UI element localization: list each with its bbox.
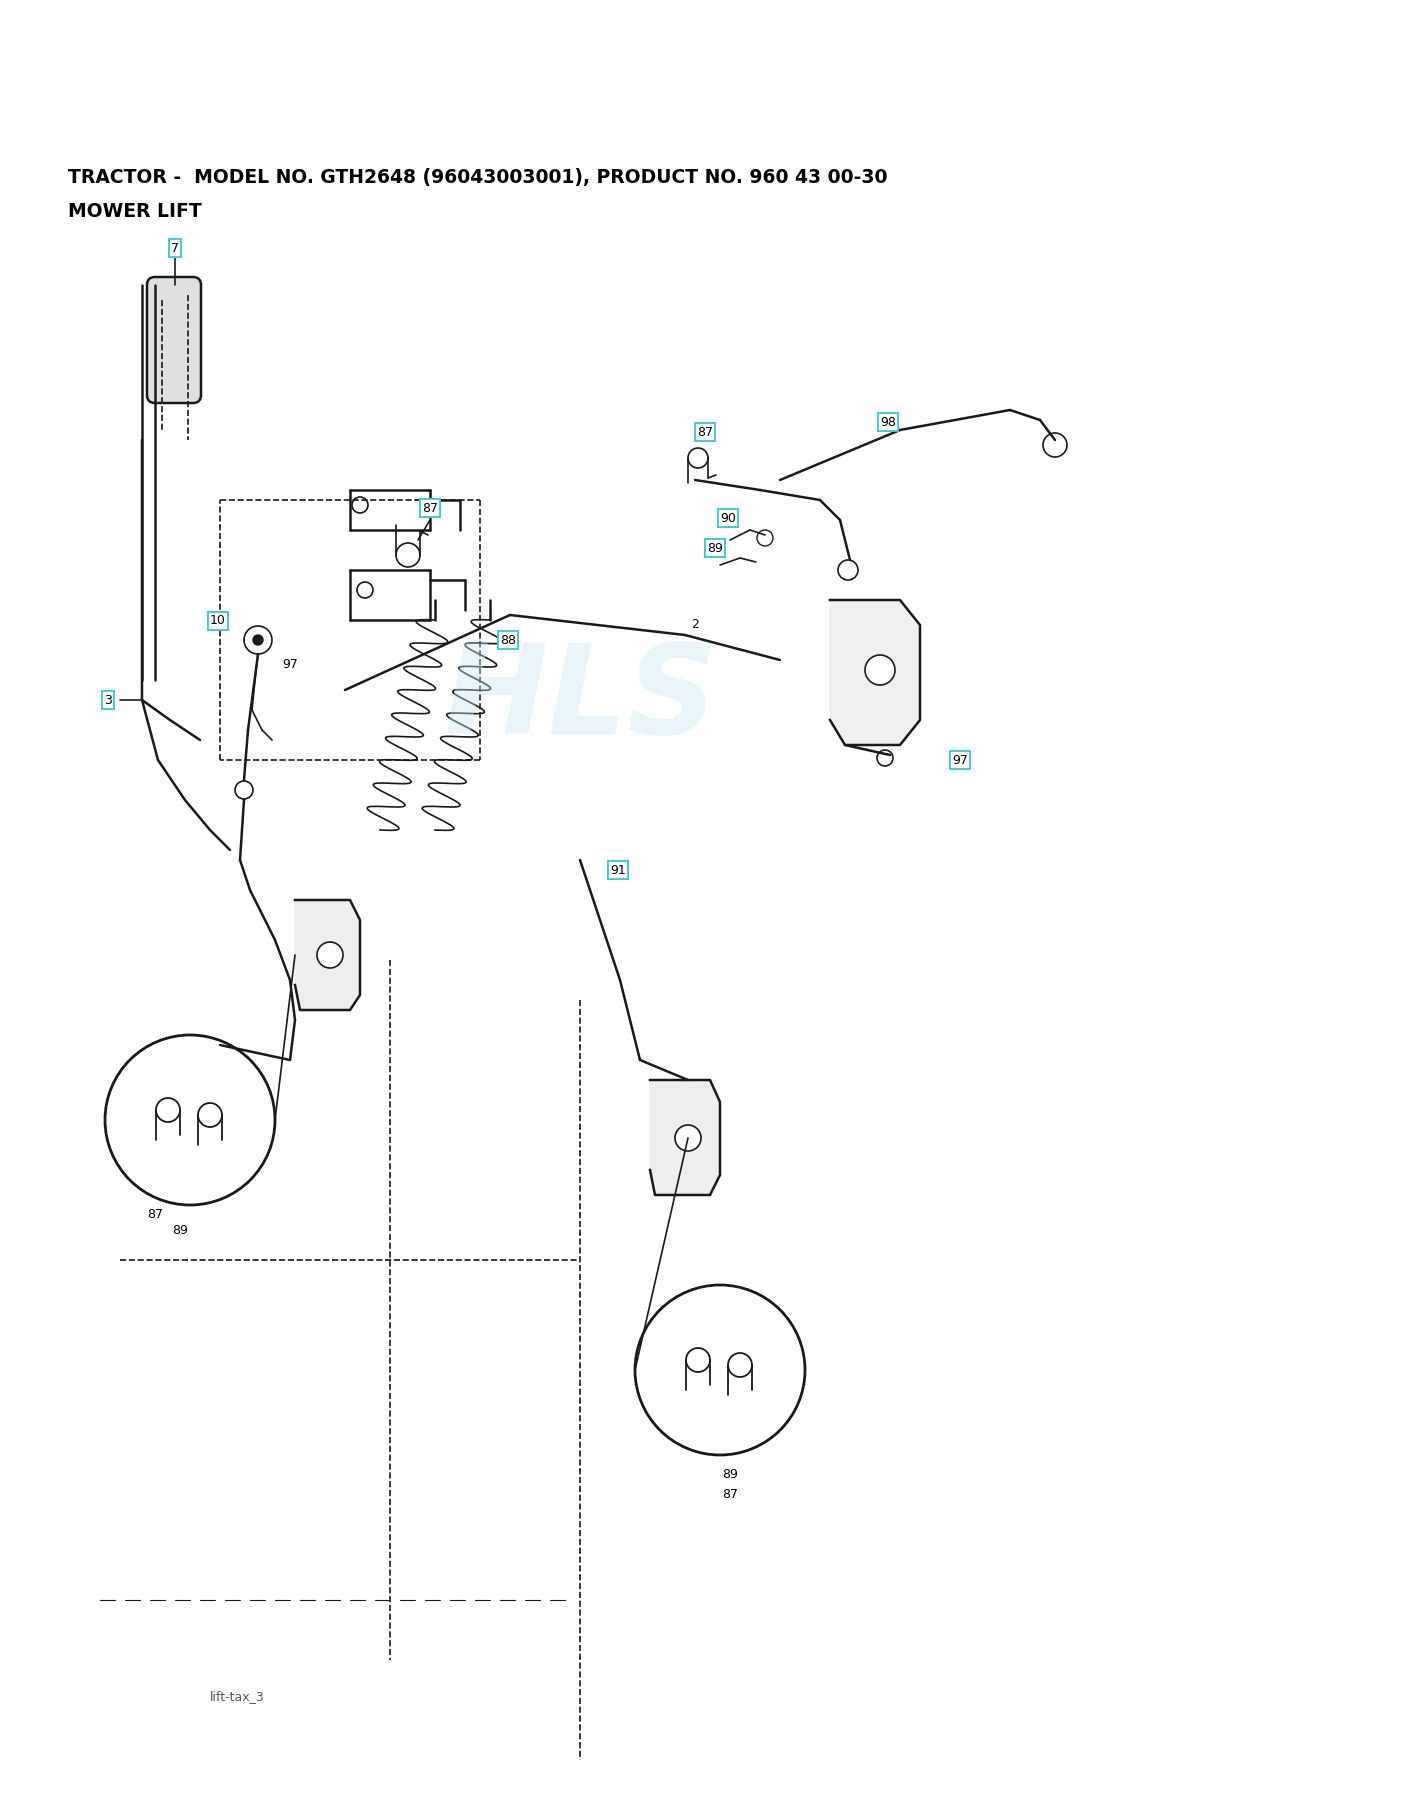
Text: 87: 87 (722, 1489, 737, 1501)
Text: 7: 7 (171, 241, 179, 254)
Text: 3: 3 (104, 693, 111, 706)
Text: 87: 87 (422, 502, 439, 515)
Text: 97: 97 (952, 754, 967, 767)
Text: 91: 91 (611, 864, 626, 877)
Circle shape (838, 560, 859, 580)
Text: 7: 7 (171, 241, 179, 254)
Text: 88: 88 (501, 634, 516, 646)
Text: 98: 98 (880, 416, 895, 428)
Text: 89: 89 (172, 1224, 188, 1237)
Polygon shape (650, 1080, 721, 1195)
Text: HLS: HLS (443, 639, 718, 760)
Circle shape (104, 1035, 275, 1204)
Text: 90: 90 (721, 511, 736, 524)
Text: 97: 97 (282, 659, 298, 671)
Text: lift-tax_3: lift-tax_3 (210, 1690, 265, 1703)
Circle shape (252, 635, 264, 644)
Text: 88: 88 (501, 634, 516, 646)
Text: TRACTOR -  MODEL NO. GTH2648 (96043003001), PRODUCT NO. 960 43 00-30: TRACTOR - MODEL NO. GTH2648 (96043003001… (68, 167, 887, 187)
Text: 97: 97 (952, 754, 967, 767)
FancyBboxPatch shape (147, 277, 202, 403)
Text: 10: 10 (210, 614, 226, 628)
Circle shape (244, 626, 272, 653)
Text: 87: 87 (147, 1208, 164, 1222)
Text: MOWER LIFT: MOWER LIFT (68, 202, 202, 221)
Text: 2: 2 (691, 619, 699, 632)
Polygon shape (830, 599, 919, 745)
Text: 89: 89 (722, 1469, 737, 1481)
Text: 10: 10 (210, 614, 226, 628)
Circle shape (1043, 434, 1067, 457)
Circle shape (634, 1285, 805, 1454)
Circle shape (864, 655, 895, 686)
Circle shape (235, 781, 252, 799)
Text: 87: 87 (697, 425, 713, 439)
Text: 89: 89 (706, 542, 723, 554)
Circle shape (357, 581, 374, 598)
Text: 87: 87 (697, 425, 713, 439)
Polygon shape (295, 900, 360, 1010)
Text: 90: 90 (721, 511, 736, 524)
Text: 98: 98 (880, 416, 895, 428)
Circle shape (757, 529, 773, 545)
Circle shape (317, 941, 343, 968)
Circle shape (675, 1125, 701, 1150)
Text: 3: 3 (104, 693, 111, 706)
Text: 87: 87 (422, 502, 439, 515)
Text: 91: 91 (611, 864, 626, 877)
Circle shape (877, 751, 893, 767)
Circle shape (352, 497, 368, 513)
Text: 89: 89 (706, 542, 723, 554)
